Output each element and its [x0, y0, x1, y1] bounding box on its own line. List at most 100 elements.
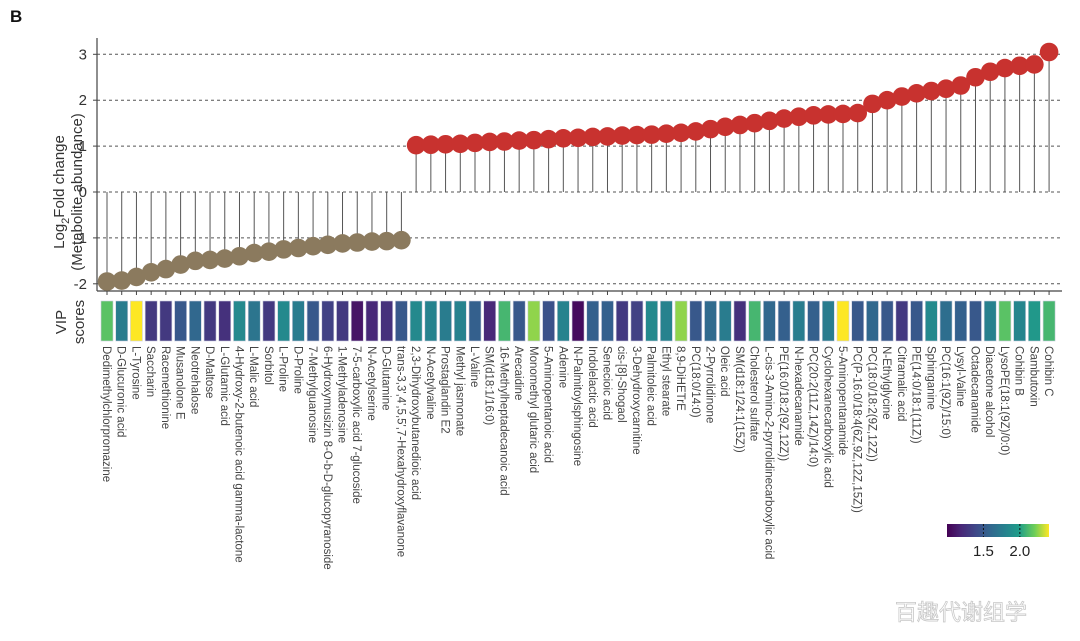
data-point — [524, 130, 544, 150]
category-label: Racemethionine — [159, 346, 171, 429]
category-label: L-Malic acid — [247, 346, 259, 407]
data-point — [951, 76, 971, 95]
category-label: Senecioic acid — [600, 346, 612, 420]
vip-cell — [925, 300, 938, 342]
data-point — [171, 255, 190, 274]
data-point — [480, 132, 500, 152]
vip-cell — [910, 300, 923, 342]
data-point — [715, 117, 735, 137]
data-point — [1010, 56, 1029, 76]
category-label: Cholesterol sulfate — [748, 346, 760, 441]
category-label: 2,3-Dihydroxybutanedioic acid — [409, 346, 421, 500]
vip-cell — [969, 300, 982, 342]
category-label: Methyl jasmonate — [453, 346, 465, 436]
vip-cell — [247, 300, 261, 342]
y-tick-label: -1 — [74, 230, 87, 247]
category-label: PC(20:2(11Z,14Z)/14:0) — [807, 346, 819, 467]
y-axis-title: Log2Fold change (Metabolite abundance) — [51, 113, 86, 271]
vip-cell — [321, 300, 335, 342]
vip-cell — [292, 300, 305, 342]
data-point — [318, 235, 338, 255]
category-label: Prostaglandin E2 — [439, 346, 451, 434]
data-point — [200, 250, 220, 270]
data-point — [465, 133, 485, 153]
colorbar: 1.5 2.0 — [947, 524, 1049, 560]
vip-cell — [807, 300, 820, 342]
category-label: N-Acetylvaline — [424, 346, 436, 420]
vip-cell — [777, 300, 791, 342]
data-point — [789, 107, 809, 127]
category-label: Sorbitol — [262, 346, 274, 385]
vip-cell — [424, 300, 438, 342]
vip-cell — [1028, 300, 1041, 342]
y-tick-label: 0 — [79, 184, 87, 201]
data-point — [156, 259, 176, 279]
vip-cell — [763, 300, 776, 342]
vip-cell — [586, 300, 600, 342]
watermark: 百趣代谢组学 — [895, 601, 1027, 626]
data-point — [804, 106, 823, 125]
data-point — [907, 84, 926, 103]
data-point — [259, 242, 279, 261]
vip-cell — [689, 300, 703, 342]
y-tick-label: -2 — [74, 276, 87, 293]
data-point — [922, 81, 941, 101]
category-label: 6-Hydroxymusizin 8-O-b-D-glucopyranoside — [321, 346, 333, 570]
data-point — [141, 263, 161, 282]
y-axis-title-log: Log — [51, 224, 68, 249]
vip-cell — [439, 300, 452, 342]
category-label: Musanolone E — [174, 346, 186, 420]
category-label: Neotrehalose — [188, 346, 200, 414]
category-label: Saccharin — [144, 346, 156, 397]
data-point — [642, 125, 661, 144]
category-label: Indolelactic acid — [586, 346, 598, 428]
vip-cell — [100, 300, 114, 342]
category-label: Palmitoleic acid — [645, 346, 657, 426]
vip-cell — [1042, 300, 1056, 342]
vip-cell — [365, 300, 379, 342]
category-label: PC(P-16:0/18:4(6Z,9Z,12Z,15Z)) — [851, 346, 863, 513]
vip-cell — [395, 300, 408, 342]
data-point — [612, 126, 632, 145]
category-label: 3-Dehydroxycarnitine — [630, 346, 642, 455]
vip-heatmap — [100, 300, 1056, 342]
data-point — [509, 131, 529, 150]
data-point — [554, 128, 573, 148]
vip-cell — [512, 300, 526, 342]
vip-cell — [704, 300, 717, 342]
data-point — [877, 90, 897, 110]
data-point — [377, 231, 396, 251]
data-point — [112, 271, 132, 290]
category-label: 5-Aminopentanoic acid — [542, 346, 554, 463]
category-label: 8,9-DiHETrE — [674, 346, 686, 411]
data-point — [598, 127, 617, 146]
category-label: Cohibin B — [1013, 346, 1025, 396]
vip-cell — [350, 300, 364, 342]
vip-cell — [939, 300, 953, 342]
data-point — [760, 111, 779, 131]
vip-cell — [866, 300, 879, 342]
category-label: SM(d18:1/16:0) — [483, 346, 495, 425]
vip-cell — [895, 300, 909, 342]
category-label: 16-Methylheptadecanoic acid — [497, 346, 509, 496]
data-point — [539, 129, 558, 149]
vip-cell — [630, 300, 644, 342]
vip-cell — [1013, 300, 1026, 342]
panel-letter: B — [10, 7, 22, 26]
category-label: 5-Aminopentanamide — [836, 346, 848, 455]
category-label: PE(16:0/18:2(9Z,12Z)) — [777, 346, 789, 461]
vip-cell — [306, 300, 320, 342]
data-point — [671, 123, 691, 143]
vip-cell — [880, 300, 894, 342]
category-label: 7-5-carboxylic acid 7-glucoside — [350, 346, 362, 504]
y-axis-title-line1: Log2Fold change — [51, 135, 72, 249]
y-tick-label: 2 — [79, 92, 87, 109]
category-label: PE(14:0/18:1(11Z)) — [910, 346, 922, 444]
category-label: PC(16:1(9Z)/15:0) — [939, 346, 951, 439]
vip-cell — [527, 300, 541, 342]
category-label: L-Tyrosine — [129, 346, 141, 400]
data-point — [436, 134, 455, 154]
vip-cell — [277, 300, 290, 342]
vip-cell — [468, 300, 482, 342]
